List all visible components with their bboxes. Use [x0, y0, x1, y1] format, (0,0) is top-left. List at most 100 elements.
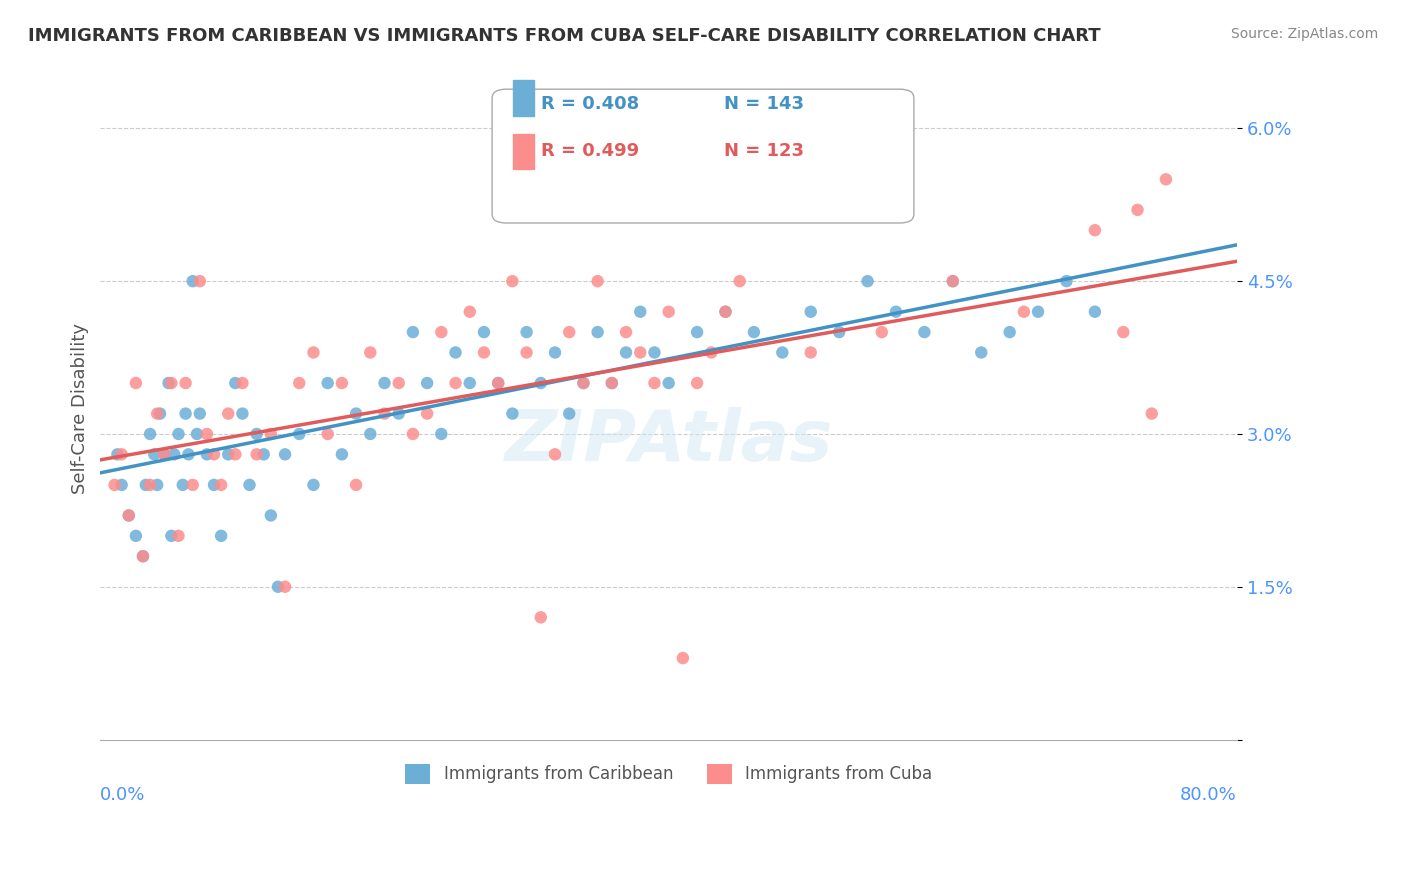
- Point: [458, 376, 481, 390]
- Point: [572, 376, 595, 390]
- Point: [998, 325, 1021, 339]
- Point: [714, 304, 737, 318]
- Point: [160, 529, 183, 543]
- Point: [267, 580, 290, 594]
- Point: [253, 447, 276, 461]
- Point: [614, 345, 637, 359]
- Text: 0.0%: 0.0%: [100, 786, 146, 804]
- Point: [146, 407, 169, 421]
- Point: [143, 447, 166, 461]
- Point: [195, 447, 218, 461]
- Point: [139, 478, 162, 492]
- Point: [146, 478, 169, 492]
- Point: [486, 376, 509, 390]
- Point: [163, 447, 186, 461]
- Point: [1056, 274, 1078, 288]
- Point: [224, 447, 246, 461]
- Point: [458, 304, 481, 318]
- Point: [572, 376, 595, 390]
- Point: [501, 274, 523, 288]
- Point: [643, 345, 665, 359]
- Point: [316, 427, 339, 442]
- Point: [558, 407, 581, 421]
- Point: [149, 407, 172, 421]
- Point: [628, 304, 651, 318]
- Point: [912, 325, 935, 339]
- Point: [643, 376, 665, 390]
- Point: [188, 407, 211, 421]
- Point: [132, 549, 155, 564]
- Point: [373, 407, 395, 421]
- Point: [628, 345, 651, 359]
- Point: [209, 478, 232, 492]
- Text: N = 123: N = 123: [724, 142, 804, 160]
- Point: [884, 304, 907, 318]
- Point: [160, 376, 183, 390]
- Point: [103, 478, 125, 492]
- Point: [942, 274, 965, 288]
- Point: [188, 274, 211, 288]
- Point: [274, 580, 297, 594]
- Point: [942, 274, 965, 288]
- Point: [586, 325, 609, 339]
- Point: [416, 407, 439, 421]
- Point: [686, 376, 709, 390]
- Point: [217, 447, 239, 461]
- Point: [800, 345, 823, 359]
- Point: [344, 407, 367, 421]
- Point: [388, 376, 411, 390]
- Point: [1112, 325, 1135, 339]
- Point: [856, 274, 879, 288]
- Point: [202, 478, 225, 492]
- Point: [288, 427, 311, 442]
- Point: [224, 376, 246, 390]
- Point: [125, 376, 148, 390]
- Point: [402, 427, 425, 442]
- Point: [274, 447, 297, 461]
- Point: [373, 376, 395, 390]
- Point: [195, 427, 218, 442]
- Point: [416, 376, 439, 390]
- Point: [1084, 304, 1107, 318]
- Point: [870, 325, 893, 339]
- Point: [1012, 304, 1035, 318]
- Point: [174, 376, 197, 390]
- Point: [728, 274, 751, 288]
- Point: [202, 447, 225, 461]
- Point: [800, 304, 823, 318]
- Point: [260, 508, 283, 523]
- Point: [246, 427, 269, 442]
- Point: [544, 345, 567, 359]
- Point: [1126, 202, 1149, 217]
- Point: [501, 407, 523, 421]
- Point: [828, 325, 851, 339]
- Point: [586, 274, 609, 288]
- Point: [444, 376, 467, 390]
- Point: [186, 427, 208, 442]
- Point: [125, 529, 148, 543]
- Point: [614, 325, 637, 339]
- Point: [1154, 172, 1177, 186]
- Point: [181, 478, 204, 492]
- Point: [231, 407, 253, 421]
- Point: [135, 478, 157, 492]
- Text: R = 0.499: R = 0.499: [541, 142, 640, 160]
- Point: [970, 345, 993, 359]
- Point: [111, 478, 134, 492]
- Point: [516, 325, 538, 339]
- Point: [181, 274, 204, 288]
- Text: Source: ZipAtlas.com: Source: ZipAtlas.com: [1230, 27, 1378, 41]
- Point: [217, 407, 239, 421]
- Point: [174, 407, 197, 421]
- Point: [246, 447, 269, 461]
- Point: [302, 345, 325, 359]
- Point: [111, 447, 134, 461]
- Point: [139, 427, 162, 442]
- Point: [105, 447, 128, 461]
- Point: [686, 325, 709, 339]
- Point: [472, 325, 495, 339]
- Point: [742, 325, 765, 339]
- Point: [153, 447, 176, 461]
- Point: [388, 407, 411, 421]
- Point: [157, 376, 180, 390]
